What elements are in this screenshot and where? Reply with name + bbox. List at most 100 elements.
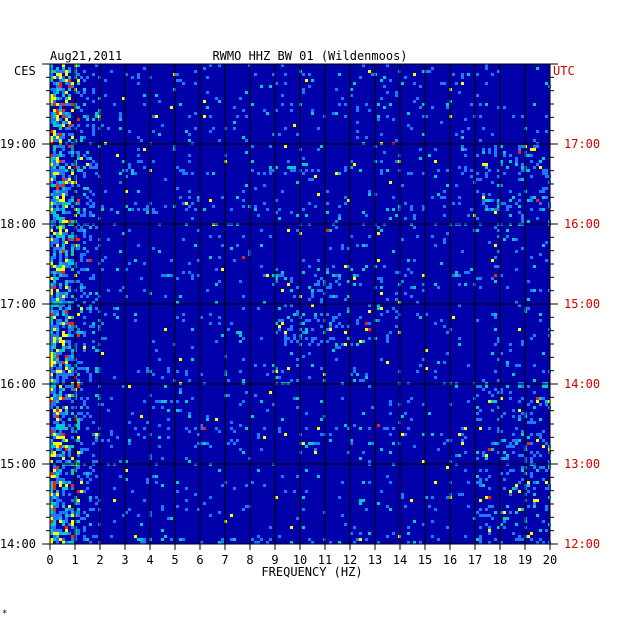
spectrogram-cell	[395, 94, 398, 97]
spectrogram-cell	[53, 82, 56, 85]
spectrogram-cell	[368, 460, 371, 463]
spectrogram-cell	[59, 361, 62, 364]
spectrogram-cell	[83, 241, 86, 244]
spectrogram-cell	[545, 385, 548, 388]
spectrogram-cell	[545, 130, 548, 133]
spectrogram-cell	[245, 151, 248, 154]
spectrogram-cell	[68, 280, 71, 283]
spectrogram-cell	[68, 325, 71, 328]
spectrogram-cell	[83, 526, 86, 529]
spectrogram-cell	[188, 415, 191, 418]
spectrogram-cell	[113, 520, 116, 523]
spectrogram-cell	[53, 511, 56, 514]
spectrogram-cell	[80, 361, 83, 364]
spectrogram-cell	[467, 400, 470, 403]
spectrogram-cell	[266, 208, 269, 211]
spectrogram-cell	[443, 241, 446, 244]
x-tick-label: 16	[443, 553, 457, 567]
spectrogram-cell	[503, 511, 506, 514]
spectrogram-cell	[59, 193, 62, 196]
spectrogram-cell	[56, 370, 59, 373]
spectrogram-cell	[176, 79, 179, 82]
x-axis-label: FREQUENCY (HZ)	[261, 565, 362, 579]
spectrogram-cell	[62, 160, 65, 163]
spectrogram-cell	[536, 163, 539, 166]
spectrogram-cell	[62, 64, 65, 67]
spectrogram-cell	[107, 289, 110, 292]
spectrogram-cell	[233, 259, 236, 262]
spectrogram-cell	[260, 265, 263, 268]
spectrogram-cell	[62, 184, 65, 187]
spectrogram-cell	[53, 169, 56, 172]
spectrogram-cell	[488, 505, 491, 508]
spectrogram-cell	[278, 274, 281, 277]
spectrogram-cell	[110, 433, 113, 436]
spectrogram-cell	[179, 409, 182, 412]
spectrogram-cell	[509, 511, 512, 514]
spectrogram-cell	[485, 199, 488, 202]
x-tick-label: 12	[343, 553, 357, 567]
spectrogram-cell	[68, 175, 71, 178]
spectrogram-cell	[65, 274, 68, 277]
spectrogram-cell	[308, 73, 311, 76]
spectrogram-cell	[53, 415, 56, 418]
spectrogram-cell	[50, 313, 53, 316]
spectrogram-cell	[68, 397, 71, 400]
spectrogram-cell	[344, 265, 347, 268]
x-tick-label: 6	[196, 553, 203, 567]
spectrogram-cell	[539, 289, 542, 292]
spectrogram-cell	[71, 163, 74, 166]
spectrogram-cell	[56, 238, 59, 241]
spectrogram-cell	[50, 475, 53, 478]
spectrogram-cell	[68, 454, 71, 457]
spectrogram-cell	[467, 214, 470, 217]
spectrogram-cell	[377, 502, 380, 505]
spectrogram-cell	[518, 454, 521, 457]
spectrogram-cell	[542, 370, 545, 373]
spectrogram-cell	[434, 148, 437, 151]
spectrogram-cell	[182, 202, 185, 205]
spectrogram-cell	[62, 148, 65, 151]
spectrogram-cell	[71, 85, 74, 88]
spectrogram-cell	[536, 433, 539, 436]
spectrogram-cell	[71, 196, 74, 199]
spectrogram-cell	[494, 511, 497, 514]
spectrogram-cell	[56, 538, 59, 541]
spectrogram-cell	[278, 208, 281, 211]
spectrogram-cell	[380, 277, 383, 280]
spectrogram-cell	[50, 226, 53, 229]
spectrogram-cell	[83, 193, 86, 196]
spectrogram-cell	[371, 406, 374, 409]
spectrogram-cell	[281, 319, 284, 322]
spectrogram-cell	[368, 442, 371, 445]
spectrogram-cell	[71, 151, 74, 154]
spectrogram-cell	[71, 535, 74, 538]
spectrogram-cell	[512, 409, 515, 412]
spectrogram-cell	[296, 313, 299, 316]
x-tick-label: 5	[171, 553, 178, 567]
spectrogram-cell	[68, 211, 71, 214]
spectrogram-cell	[284, 334, 287, 337]
spectrogram-cell	[533, 148, 536, 151]
spectrogram-cell	[494, 388, 497, 391]
spectrogram-cell	[65, 70, 68, 73]
spectrogram-cell	[53, 355, 56, 358]
spectrogram-cell	[335, 427, 338, 430]
spectrogram-cell	[488, 391, 491, 394]
spectrogram-cell	[314, 313, 317, 316]
spectrogram-cell	[65, 427, 68, 430]
spectrogram-cell	[386, 169, 389, 172]
spectrogram-cell	[62, 226, 65, 229]
spectrogram-cell	[311, 304, 314, 307]
spectrogram-cell	[326, 340, 329, 343]
spectrogram-cell	[119, 460, 122, 463]
spectrogram-cell	[56, 442, 59, 445]
spectrogram-cell	[95, 226, 98, 229]
spectrogram-cell	[152, 406, 155, 409]
spectrogram-cell	[50, 373, 53, 376]
spectrogram-cell	[50, 136, 53, 139]
spectrogram-cell	[386, 310, 389, 313]
spectrogram-cell	[59, 364, 62, 367]
spectrogram-cell	[197, 196, 200, 199]
spectrogram-cell	[497, 235, 500, 238]
